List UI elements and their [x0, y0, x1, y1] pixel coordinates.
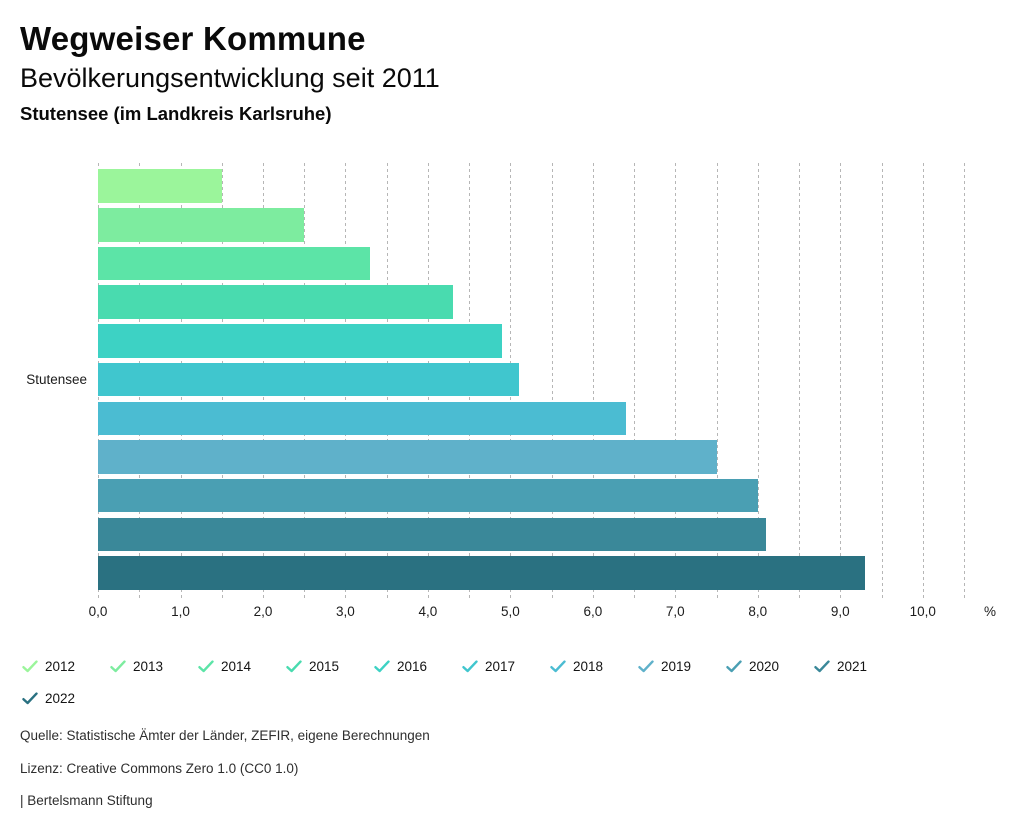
- bar-2017[interactable]: [98, 362, 519, 397]
- bar-2015[interactable]: [98, 285, 453, 319]
- legend-item-2019[interactable]: 2019: [638, 658, 726, 675]
- x-axis-tick-label: 2,0: [253, 604, 273, 619]
- gridline: [675, 163, 677, 600]
- check-icon: [462, 660, 478, 673]
- check-icon: [110, 660, 126, 673]
- x-axis-tick-label: 4,0: [418, 604, 438, 619]
- gridline: [799, 163, 800, 600]
- gridline: [964, 163, 965, 600]
- check-icon: [22, 692, 38, 705]
- gridline: [551, 163, 553, 600]
- check-icon: [22, 660, 38, 673]
- source-note: Quelle: Statistische Ämter der Länder, Z…: [20, 728, 430, 743]
- x-axis-unit-label: %: [983, 604, 996, 619]
- legend-year-label: 2012: [45, 659, 76, 674]
- gridline: [757, 163, 759, 600]
- bar-2020[interactable]: [98, 478, 758, 513]
- check-icon: [286, 660, 302, 673]
- bar-2021[interactable]: [98, 517, 767, 552]
- page-title: Wegweiser Kommune: [20, 20, 366, 57]
- y-axis-category-label: Stutensee: [26, 372, 87, 387]
- legend-year-label: 2013: [133, 659, 164, 674]
- legend-year-label: 2021: [837, 659, 868, 674]
- gridline: [634, 163, 636, 600]
- legend-year-label: 2018: [573, 659, 604, 674]
- bar-2016[interactable]: [98, 324, 503, 358]
- gridline: [922, 163, 924, 600]
- gridline: [840, 163, 842, 600]
- bar-2013[interactable]: [98, 208, 305, 242]
- bar-2012[interactable]: [98, 169, 222, 203]
- legend-item-2016[interactable]: 2016: [374, 658, 462, 675]
- bar-2022[interactable]: [98, 556, 865, 590]
- x-axis-tick-label: 9,0: [830, 604, 850, 619]
- legend-year-label: 2017: [485, 659, 516, 674]
- legend: 2012 2013 2014 2015 2016 2017 2018 2019 2020 2021…: [22, 658, 942, 707]
- x-axis-tick-label: 5,0: [501, 604, 520, 619]
- legend-item-2021[interactable]: 2021: [814, 658, 902, 675]
- bar-2019[interactable]: [98, 440, 717, 474]
- bar-2018[interactable]: [98, 401, 626, 435]
- check-icon: [198, 660, 214, 673]
- x-axis-tick-label: 1,0: [171, 604, 190, 619]
- check-icon: [726, 660, 742, 673]
- license-note: Lizenz: Creative Commons Zero 1.0 (CC0 1…: [20, 760, 299, 776]
- check-icon: [374, 660, 390, 673]
- x-axis-tick-label: 0,0: [88, 604, 108, 619]
- check-icon: [550, 660, 566, 673]
- legend-item-2014[interactable]: 2014: [198, 658, 286, 675]
- attribution-note: | Bertelsmann Stiftung: [20, 793, 153, 808]
- check-icon: [638, 660, 654, 673]
- chart-footer: Quelle: Statistische Ämter der Länder, Z…: [20, 728, 430, 808]
- legend-item-2015[interactable]: 2015: [286, 658, 374, 675]
- x-axis-tick-label: 8,0: [748, 604, 768, 619]
- legend-item-2018[interactable]: 2018: [550, 658, 638, 675]
- location-subtitle: Stutensee (im Landkreis Karlsruhe): [20, 103, 332, 124]
- x-axis-tick-label: 6,0: [583, 604, 603, 619]
- legend-year-label: 2014: [221, 659, 252, 674]
- legend-item-2017[interactable]: 2017: [462, 658, 550, 675]
- bar-2014[interactable]: [98, 246, 371, 281]
- legend-item-2013[interactable]: 2013: [110, 658, 198, 675]
- plot-area: [98, 163, 965, 600]
- legend-year-label: 2019: [661, 659, 692, 674]
- gridline: [881, 163, 883, 600]
- gridline: [716, 163, 718, 600]
- legend-item-2022[interactable]: 2022: [22, 690, 110, 707]
- bar-chart: Stutensee % 0,0 1,0 2,0 3,0 4,0 5,0 6,0 7,0 8,0 9…: [26, 163, 996, 619]
- gridline: [592, 163, 594, 600]
- legend-item-2020[interactable]: 2020: [726, 658, 814, 675]
- legend-year-label: 2022: [45, 691, 76, 706]
- legend-year-label: 2020: [749, 659, 780, 674]
- chart-title: Bevölkerungsentwicklung seit 2011: [20, 63, 440, 93]
- legend-item-2012[interactable]: 2012: [22, 658, 110, 675]
- legend-year-label: 2015: [309, 659, 340, 674]
- x-axis-tick-label: 10,0: [909, 604, 936, 619]
- check-icon: [814, 660, 830, 673]
- x-axis-tick-label: 7,0: [665, 604, 685, 619]
- x-axis-tick-label: 3,0: [336, 604, 355, 619]
- legend-year-label: 2016: [397, 659, 428, 674]
